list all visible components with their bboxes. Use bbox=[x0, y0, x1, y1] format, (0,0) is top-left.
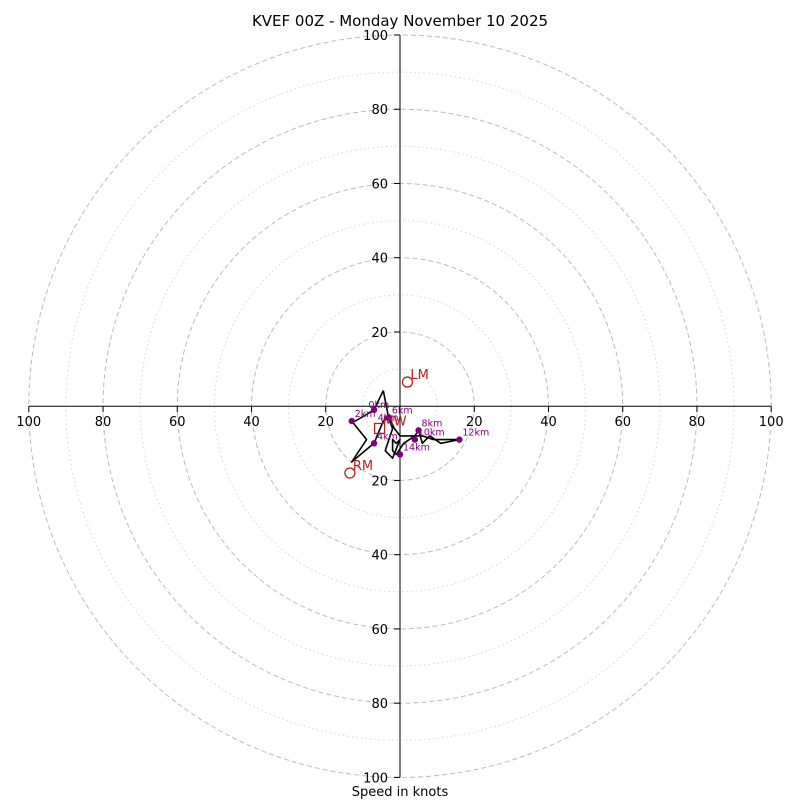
tick-label-left-100: 100 bbox=[16, 415, 41, 430]
tick-label-top-100: 100 bbox=[363, 29, 388, 44]
axis-tick-labels: 20 20 20 20 40 40 40 40 60 60 60 60 80 80 80 80 100 100 10… bbox=[16, 29, 783, 786]
tick-label-bottom-100: 100 bbox=[363, 771, 388, 786]
storm-motion-label-lm: LM bbox=[410, 368, 428, 383]
tick-label-bottom-40: 40 bbox=[371, 549, 388, 564]
height-marker-label-1: 2km bbox=[355, 409, 376, 420]
tick-label-right-100: 100 bbox=[759, 415, 784, 430]
tick-label-top-20: 20 bbox=[371, 326, 388, 341]
height-marker-point-3 bbox=[385, 414, 393, 421]
height-marker-point-6 bbox=[456, 436, 463, 443]
tick-label-bottom-20: 20 bbox=[371, 474, 388, 489]
storm-motion-markers: LM RM MW bbox=[344, 368, 429, 479]
tick-label-top-60: 60 bbox=[371, 177, 388, 192]
extra-height-label-0: 0km bbox=[368, 400, 389, 411]
height-marker-point-7 bbox=[396, 451, 404, 458]
storm-motion-label-mw: MW bbox=[383, 414, 407, 429]
height-marker-label-5: 10km bbox=[418, 428, 445, 439]
tick-label-right-40: 40 bbox=[540, 415, 557, 430]
height-marker-point-5 bbox=[411, 436, 419, 443]
height-marker-point-1 bbox=[348, 417, 355, 425]
tick-label-right-60: 60 bbox=[614, 415, 631, 430]
height-marker-point-4 bbox=[415, 427, 422, 434]
storm-motion-marker-rm bbox=[344, 467, 356, 479]
tick-label-top-40: 40 bbox=[371, 252, 388, 267]
tick-label-right-20: 20 bbox=[466, 415, 483, 430]
hodograph-trace-line bbox=[350, 390, 461, 463]
height-marker-point-0 bbox=[370, 406, 378, 414]
height-marker-label-6: 12km bbox=[462, 428, 489, 439]
tick-label-left-20: 20 bbox=[317, 415, 334, 430]
hodograph-trace bbox=[350, 390, 461, 463]
tick-label-left-60: 60 bbox=[169, 415, 186, 430]
height-marker-label-4: 8km bbox=[422, 418, 443, 429]
chart-title: KVEF 00Z - Monday November 10 2025 bbox=[252, 12, 548, 30]
extra-height-label-1: 4km bbox=[378, 413, 399, 424]
tick-label-top-80: 80 bbox=[371, 103, 388, 118]
storm-motion-marker-lm bbox=[401, 376, 414, 388]
tick-label-left-80: 80 bbox=[95, 415, 112, 430]
tick-label-bottom-80: 80 bbox=[371, 697, 388, 712]
tick-label-bottom-60: 60 bbox=[371, 623, 388, 638]
height-marker-label-3: 6km bbox=[392, 405, 413, 416]
tick-label-right-80: 80 bbox=[689, 415, 706, 430]
height-marker-point-2 bbox=[370, 440, 378, 447]
x-axis-label: Speed in knots bbox=[352, 785, 449, 800]
height-marker-label-7: 14km bbox=[403, 442, 430, 453]
storm-motion-marker-mw bbox=[373, 422, 386, 435]
tick-label-left-40: 40 bbox=[243, 415, 260, 430]
storm-motion-label-rm: RM bbox=[353, 459, 373, 474]
height-marker-label-2: 4km bbox=[377, 431, 398, 442]
